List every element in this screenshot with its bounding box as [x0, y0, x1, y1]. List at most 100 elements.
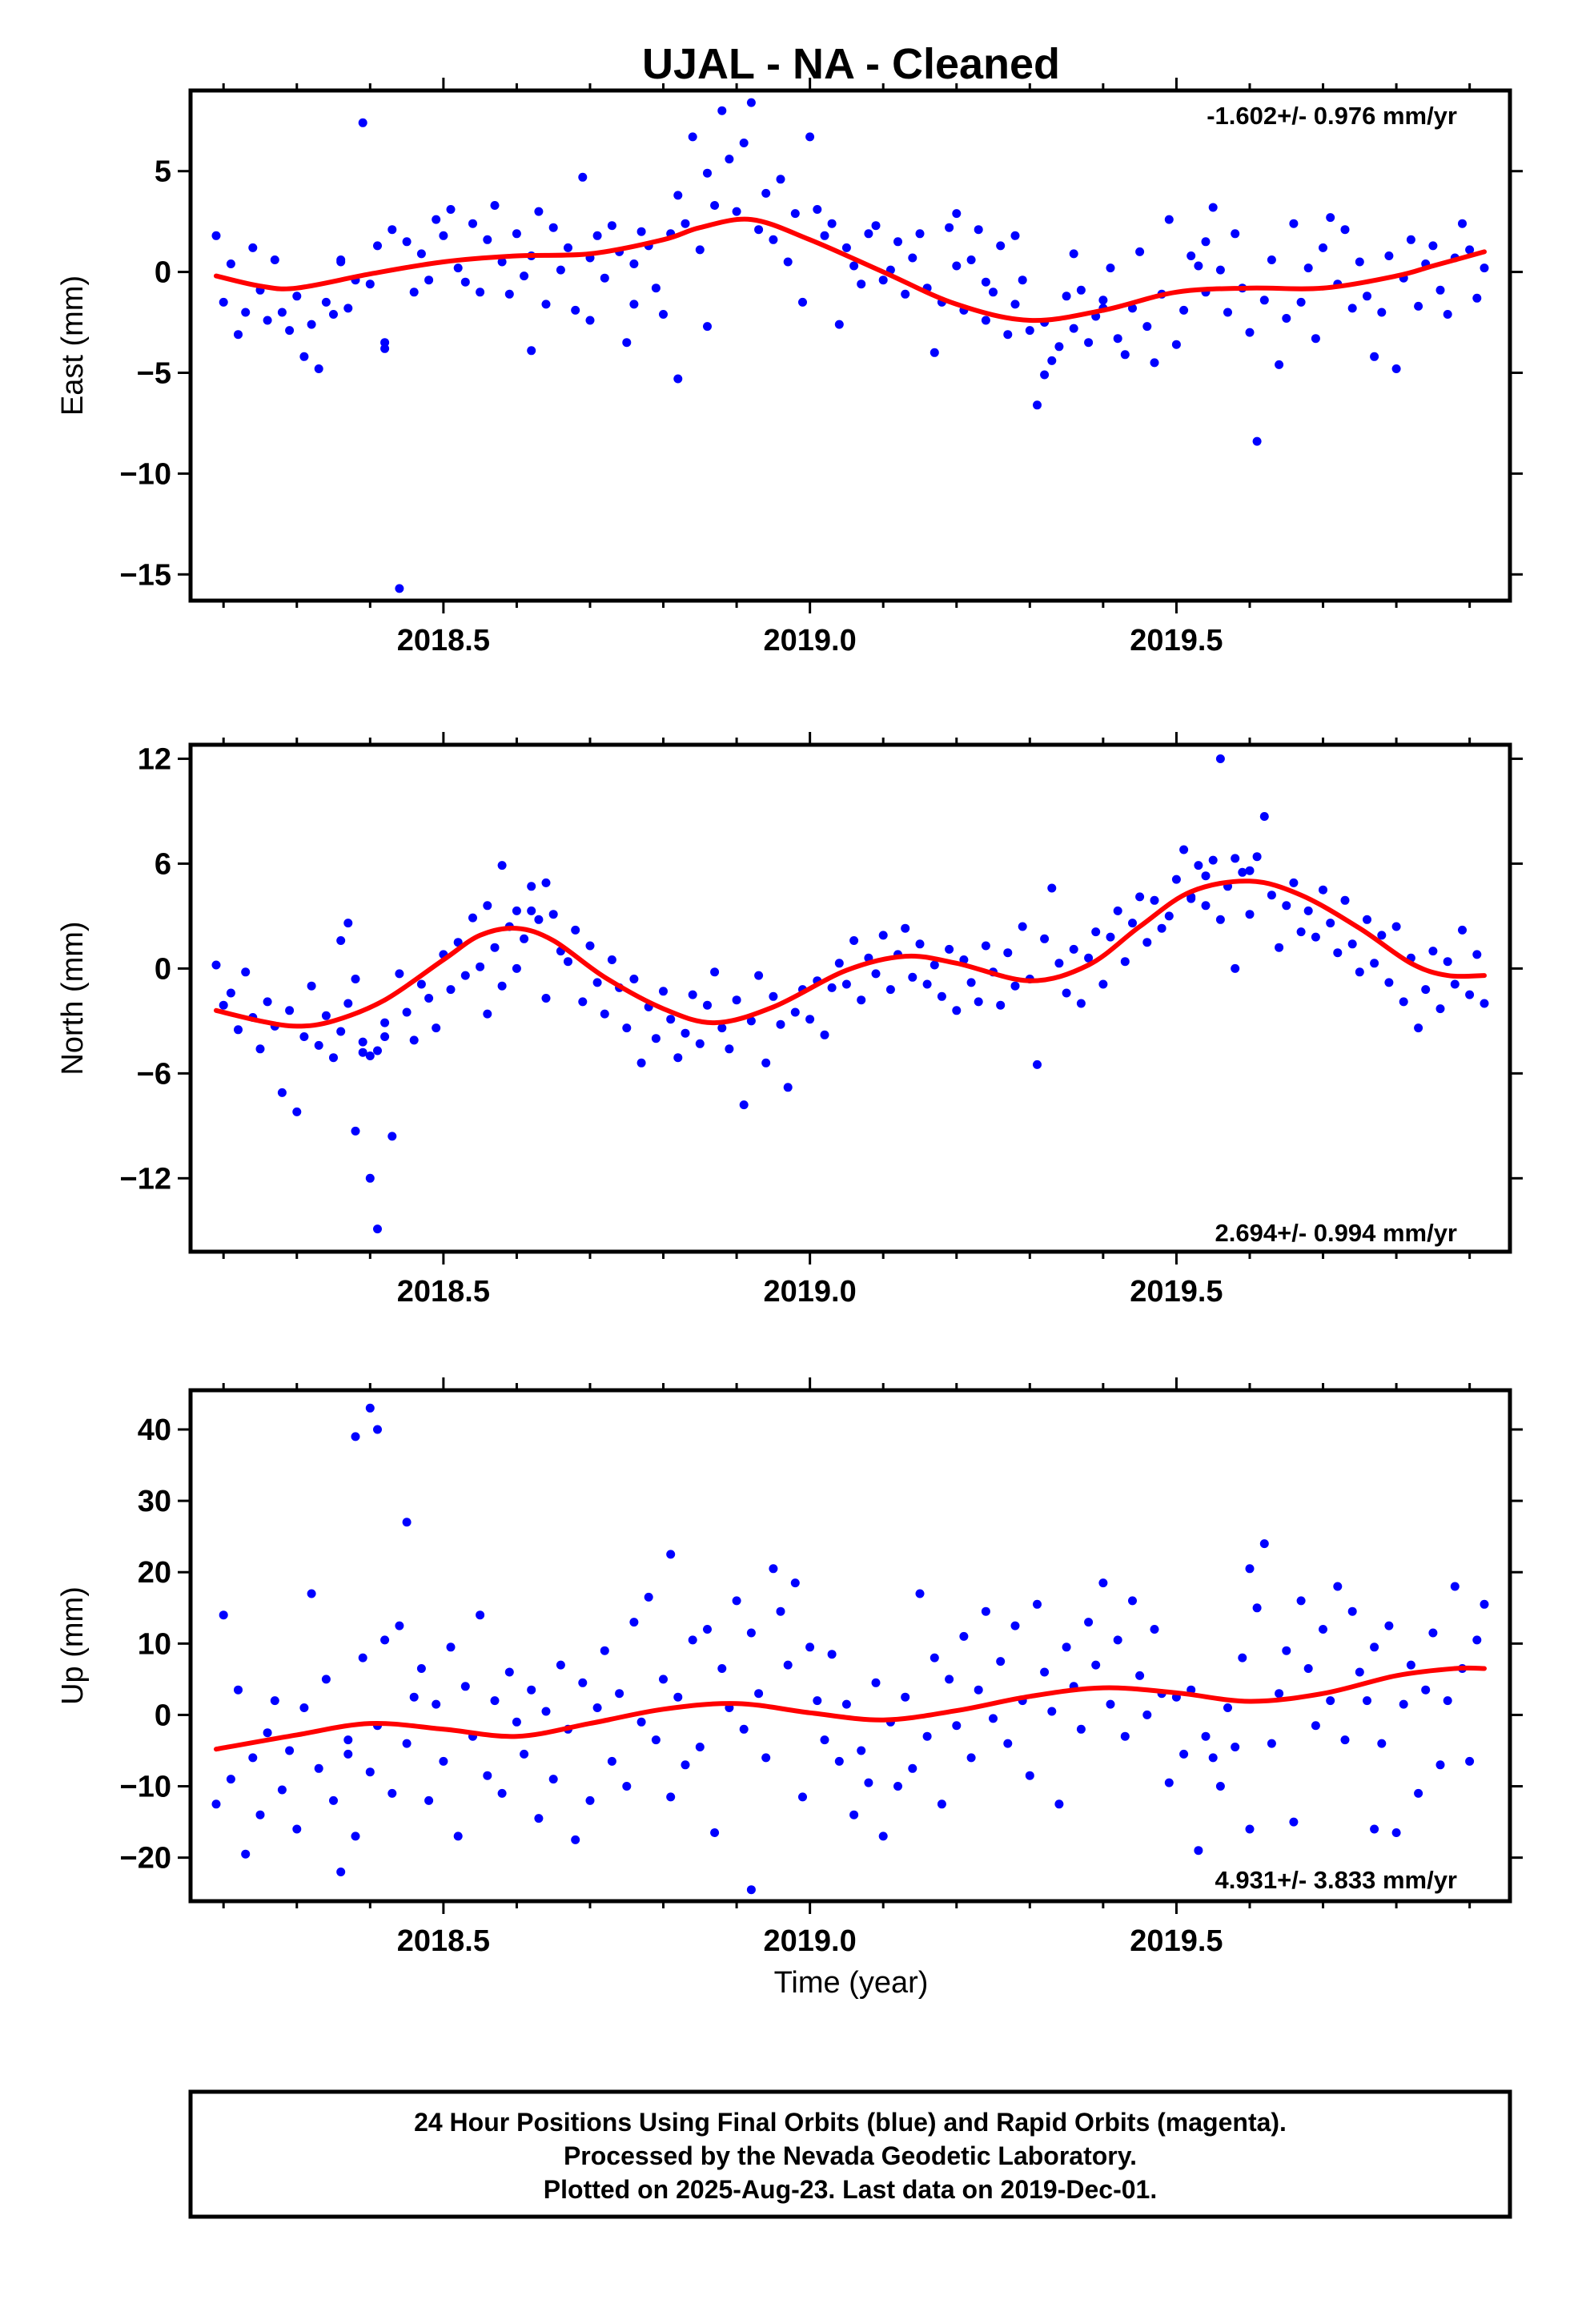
data-point	[1113, 1635, 1122, 1645]
data-point	[1377, 1739, 1387, 1748]
data-point	[732, 995, 741, 1005]
data-point	[1215, 265, 1225, 275]
data-point	[1245, 1824, 1255, 1834]
data-point	[1363, 1696, 1371, 1706]
data-point	[746, 98, 756, 107]
data-point	[358, 1653, 367, 1663]
data-point	[1399, 1699, 1408, 1709]
data-point	[1215, 754, 1225, 763]
data-point	[211, 1799, 221, 1809]
data-point	[373, 1224, 382, 1234]
data-point	[1391, 922, 1401, 931]
data-point	[1384, 978, 1394, 987]
data-point	[592, 231, 602, 240]
data-point	[783, 257, 793, 267]
data-point	[1311, 334, 1320, 344]
data-point	[893, 1782, 902, 1791]
data-point	[1010, 1621, 1020, 1630]
data-point	[1384, 251, 1394, 260]
data-point	[1435, 285, 1445, 295]
data-point	[497, 981, 507, 991]
data-point	[534, 207, 544, 216]
data-point	[534, 1814, 544, 1823]
data-point	[314, 1763, 323, 1773]
data-point	[790, 209, 800, 219]
data-point	[717, 1664, 727, 1673]
data-point	[651, 283, 661, 293]
data-point	[636, 227, 646, 236]
data-point	[1106, 932, 1115, 942]
data-point	[857, 995, 866, 1005]
data-point	[358, 1047, 367, 1057]
data-point	[732, 207, 741, 216]
data-point	[1120, 957, 1130, 967]
data-point	[1311, 932, 1320, 942]
data-point	[1414, 1788, 1423, 1798]
data-point	[541, 878, 551, 887]
y-axis-label: Up (mm)	[56, 1586, 90, 1705]
data-point	[1238, 1653, 1247, 1663]
data-point	[1142, 1710, 1152, 1719]
data-point	[483, 235, 492, 244]
data-point	[1171, 875, 1181, 884]
data-point	[248, 243, 258, 252]
data-point	[937, 991, 946, 1001]
footer-line-1: 24 Hour Positions Using Final Orbits (bl…	[414, 2108, 1287, 2137]
data-point	[1150, 1625, 1159, 1634]
data-point	[409, 1692, 419, 1702]
data-point	[1069, 249, 1078, 259]
data-points	[211, 754, 1489, 1234]
data-point	[849, 261, 859, 271]
data-point	[504, 1667, 514, 1677]
data-point	[395, 969, 404, 979]
data-point	[1047, 883, 1057, 893]
y-tick-label: 40	[138, 1413, 171, 1447]
data-point	[380, 1635, 390, 1645]
data-point	[1120, 1731, 1130, 1741]
data-point	[1054, 342, 1064, 352]
fit-curve	[214, 1665, 1487, 1752]
data-point	[739, 1100, 749, 1110]
data-point	[1303, 1664, 1313, 1673]
data-point	[600, 1009, 609, 1019]
data-point	[1275, 1689, 1284, 1699]
data-point	[754, 1689, 764, 1699]
data-point	[864, 1778, 873, 1787]
data-point	[446, 1642, 456, 1652]
data-point	[512, 229, 521, 239]
data-point	[1435, 1004, 1445, 1014]
data-point	[402, 1007, 412, 1017]
data-point	[1296, 927, 1306, 937]
data-point	[1340, 895, 1350, 905]
data-point	[512, 1717, 521, 1727]
plot-frame	[188, 1388, 1512, 1904]
data-point	[343, 304, 353, 313]
data-point	[564, 957, 572, 967]
data-point	[1054, 1799, 1064, 1809]
data-point	[460, 971, 470, 980]
data-point	[1113, 906, 1122, 915]
data-point	[1296, 297, 1306, 307]
data-point	[1319, 243, 1327, 252]
data-point	[219, 1000, 228, 1010]
data-point	[476, 1610, 485, 1620]
data-point	[1414, 301, 1423, 311]
data-point	[769, 235, 778, 244]
data-point	[1472, 293, 1482, 303]
data-point	[1062, 988, 1071, 998]
data-point	[365, 1403, 375, 1413]
data-point	[776, 1019, 785, 1029]
footer-box	[188, 2089, 1512, 2219]
data-point	[1480, 999, 1489, 1008]
data-point	[351, 1432, 360, 1441]
data-point	[681, 1760, 690, 1770]
data-point	[351, 975, 360, 983]
data-point	[307, 320, 316, 329]
x-tick-label: 2018.5	[397, 1275, 490, 1309]
data-point	[857, 279, 866, 289]
data-point	[1098, 296, 1108, 305]
data-point	[234, 330, 243, 340]
data-point	[1201, 237, 1211, 247]
y-tick-label: 12	[138, 742, 171, 776]
data-point	[885, 985, 895, 995]
